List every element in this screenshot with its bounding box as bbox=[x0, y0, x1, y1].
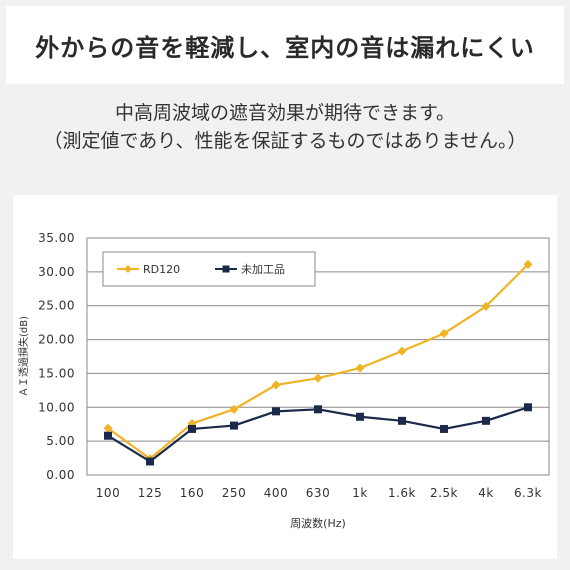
x-tick-label: 400 bbox=[264, 486, 288, 500]
data-point bbox=[398, 417, 406, 425]
data-point bbox=[272, 407, 280, 415]
legend-label-2: 未加工品 bbox=[241, 263, 285, 276]
x-tick-label: 630 bbox=[306, 486, 330, 500]
x-tick-label: 100 bbox=[96, 486, 120, 500]
y-tick-label: 35.00 bbox=[38, 231, 75, 245]
data-point bbox=[482, 417, 490, 425]
data-point bbox=[314, 405, 322, 413]
header-banner: 外からの音を軽減し、室内の音は漏れにくい bbox=[6, 6, 564, 84]
x-tick-label: 160 bbox=[180, 486, 204, 500]
y-tick-label: 20.00 bbox=[38, 333, 75, 347]
y-tick-label: 25.00 bbox=[38, 299, 75, 313]
y-tick-label: 30.00 bbox=[38, 265, 75, 279]
x-tick-label: 250 bbox=[222, 486, 246, 500]
y-tick-label: 5.00 bbox=[46, 434, 75, 448]
y-axis-label: ＡＩ透過損失(dB) bbox=[17, 316, 30, 397]
x-tick-label: 4k bbox=[478, 486, 494, 500]
data-point bbox=[440, 425, 448, 433]
x-axis-label: 周波数(Hz) bbox=[290, 517, 346, 530]
legend-label-1: RD120 bbox=[143, 263, 180, 276]
x-tick-label: 1.6k bbox=[388, 486, 416, 500]
legend-marker-2 bbox=[223, 266, 230, 273]
transmission-loss-chart: 0.00 5.00 10.00 15.00 20.00 25.00 30.00 35.00 10… bbox=[13, 195, 557, 559]
x-tick-label: 6.3k bbox=[514, 486, 542, 500]
y-tick-label: 10.00 bbox=[38, 400, 75, 414]
x-tick-label: 1k bbox=[352, 486, 368, 500]
data-point bbox=[188, 425, 196, 433]
data-point bbox=[356, 413, 364, 421]
x-tick-label: 125 bbox=[138, 486, 162, 500]
data-point bbox=[104, 432, 112, 440]
description-line-1: 中高周波域の遮音効果が期待できます。 bbox=[0, 98, 570, 125]
description-line-2: （測定値であり、性能を保証するものではありません。） bbox=[0, 126, 570, 153]
data-point bbox=[146, 457, 154, 465]
page-title: 外からの音を軽減し、室内の音は漏れにくい bbox=[35, 28, 535, 63]
chart-panel: 0.00 5.00 10.00 15.00 20.00 25.00 30.00 35.00 10… bbox=[13, 195, 557, 559]
data-point bbox=[230, 422, 238, 430]
y-tick-label: 15.00 bbox=[38, 366, 75, 380]
x-tick-label: 2.5k bbox=[430, 486, 458, 500]
y-tick-label: 0.00 bbox=[46, 468, 75, 482]
data-point bbox=[524, 403, 532, 411]
